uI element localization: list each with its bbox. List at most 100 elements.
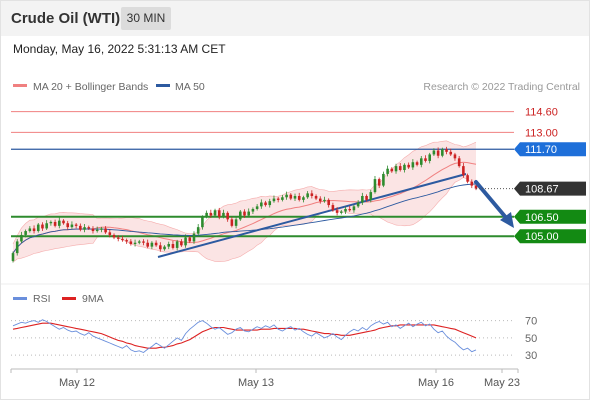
candle-body-43 (192, 233, 196, 242)
candle-body-34 (154, 242, 158, 246)
candle-body-76 (331, 205, 335, 211)
x-tick-label-0: May 12 (59, 377, 95, 389)
legend-label-rsi: RSI (33, 293, 51, 305)
forecast-arrow-icon (474, 180, 510, 222)
legend-label-9ma: 9MA (82, 293, 104, 305)
candle-body-61 (268, 201, 272, 206)
legend-swatch-bollinger (13, 84, 27, 87)
candle-body-6 (36, 224, 40, 232)
candle-body-106 (457, 158, 461, 167)
rsi-panel: 70 50 30 (11, 316, 537, 362)
candle-body-69 (302, 197, 305, 200)
interval-badge[interactable]: 30 MIN (121, 7, 171, 30)
candle-body-2 (20, 234, 23, 242)
legend-label-bollinger: MA 20 + Bollinger Bands (33, 81, 148, 93)
candle-body-0 (11, 253, 15, 261)
candle-body-24 (112, 234, 116, 238)
x-tick-label-3: May 23 (484, 377, 520, 389)
candle-body-41 (184, 237, 187, 246)
candle-body-8 (45, 223, 48, 229)
candle-body-82 (356, 202, 360, 207)
candle-body-1 (15, 241, 19, 254)
candle-body-20 (95, 229, 99, 232)
bollinger-bands (12, 140, 477, 263)
rsi-legend: RSI 9MA (13, 293, 104, 305)
candle-body-29 (133, 242, 137, 245)
candlesticks (11, 146, 478, 263)
candle-body-107 (462, 166, 465, 176)
level-label-0: 114.60 (525, 107, 558, 119)
candle-body-33 (150, 242, 154, 247)
candle-body-9 (49, 221, 53, 224)
level-label-3: 106.50 (525, 212, 559, 224)
candle-body-56 (247, 211, 251, 216)
candle-body-104 (449, 151, 453, 155)
timestamp-label: Monday, May 16, 2022 5:31:13 AM CET (13, 42, 226, 56)
candle-body-100 (432, 150, 436, 155)
current-price-tag (514, 181, 586, 196)
candle-body-96 (415, 162, 419, 165)
candle-body-110 (474, 185, 478, 189)
candle-body-62 (272, 198, 276, 202)
level-tag-4 (514, 229, 586, 244)
candle-body-16 (79, 225, 82, 230)
candle-body-32 (146, 242, 149, 247)
candle-body-99 (428, 154, 431, 161)
x-axis: May 12 May 13 May 16 May 23 (10, 369, 520, 389)
candle-body-36 (163, 246, 166, 250)
candle-body-88 (382, 173, 385, 186)
legend-swatch-9ma (62, 297, 76, 300)
instrument-title: Crude Oil (WTI) (11, 10, 121, 27)
candle-body-23 (108, 232, 112, 235)
forecast-arrow-head (500, 212, 514, 228)
candle-body-66 (289, 194, 293, 199)
candle-body-17 (83, 227, 86, 230)
candle-body-35 (159, 245, 162, 250)
candle-body-44 (196, 227, 200, 234)
candle-body-40 (180, 241, 183, 246)
candle-body-12 (62, 220, 65, 224)
bollinger-band-fill (13, 140, 476, 263)
candle-body-84 (365, 195, 368, 200)
candle-body-105 (453, 154, 457, 159)
level-labels: 114.60 113.00 111.70 106.50 105.00 108.67 (476, 107, 586, 244)
credit-label: Research © 2022 Trading Central (423, 81, 580, 93)
candle-body-28 (129, 241, 133, 245)
candle-body-3 (24, 231, 27, 235)
candle-body-75 (327, 199, 330, 206)
candle-body-85 (369, 192, 373, 200)
candle-body-68 (297, 195, 301, 200)
candle-body-108 (466, 175, 469, 182)
level-label-2: 111.70 (525, 144, 557, 156)
candle-body-109 (470, 181, 474, 186)
candle-body-80 (348, 208, 352, 211)
candle-body-48 (213, 210, 217, 216)
candle-body-4 (28, 228, 32, 232)
candle-body-51 (226, 212, 229, 220)
rsi-ma-line (12, 322, 477, 349)
rsi-tick-2: 30 (525, 350, 537, 362)
candle-body-5 (32, 228, 36, 232)
candle-body-46 (205, 212, 208, 217)
main-legend: MA 20 + Bollinger Bands MA 50 (13, 81, 205, 93)
candle-body-102 (441, 149, 444, 156)
level-tag-3 (514, 209, 586, 224)
candle-body-54 (238, 211, 242, 220)
candle-body-47 (209, 212, 213, 216)
legend-label-ma50: MA 50 (175, 81, 205, 93)
forecast-arrow (474, 180, 514, 228)
candle-body-49 (217, 210, 221, 217)
candle-body-7 (41, 224, 44, 229)
rsi-line (12, 319, 477, 354)
trendline (157, 173, 467, 258)
candle-body-11 (58, 220, 61, 226)
candle-body-91 (394, 166, 398, 172)
candle-body-83 (361, 195, 364, 203)
candle-body-26 (121, 238, 124, 241)
price-levels (11, 111, 514, 238)
bollinger-lower-line (12, 177, 477, 263)
candle-body-70 (306, 193, 309, 198)
candle-body-60 (264, 202, 267, 206)
current-price-label: 108.67 (525, 184, 559, 196)
ma50-path (12, 183, 477, 254)
